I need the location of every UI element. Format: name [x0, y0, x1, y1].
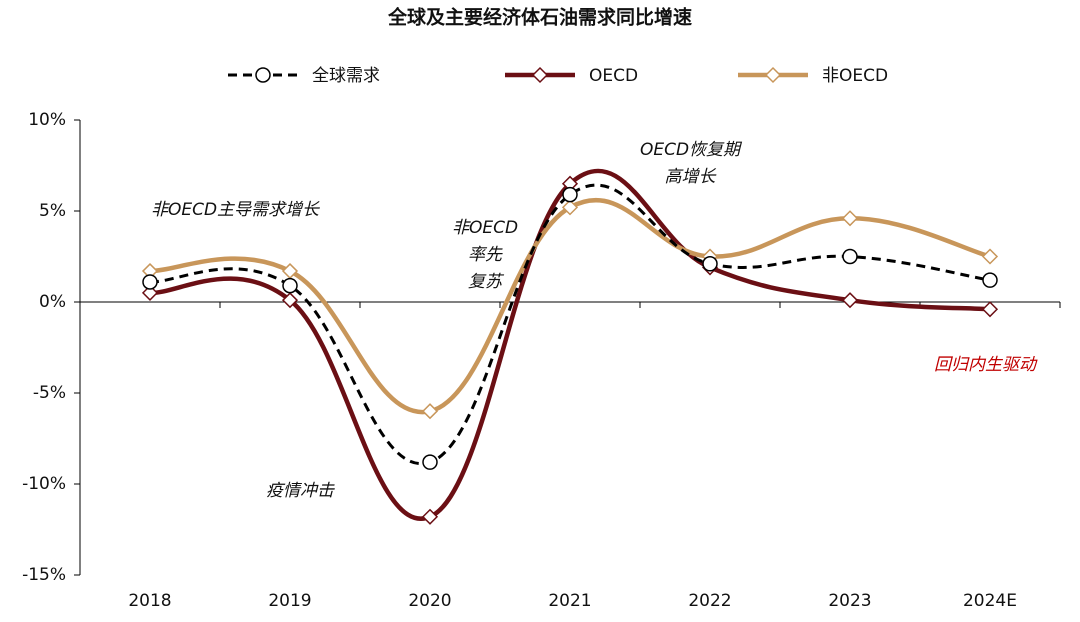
annotation: 疫情冲击: [266, 481, 335, 501]
y-tick-label: -10%: [22, 474, 66, 494]
x-tick-label: 2024E: [963, 591, 1017, 611]
chart-title: 全球及主要经济体石油需求同比增速: [387, 6, 692, 29]
y-tick-label: 0%: [39, 292, 66, 312]
legend-label: OECD: [589, 66, 638, 86]
marker: [422, 454, 438, 470]
marker: [562, 186, 578, 203]
series-line: [149, 183, 991, 466]
annotation: 非OECD主导需求增长: [151, 200, 320, 220]
legend-marker: [531, 66, 549, 84]
marker: [841, 292, 859, 309]
x-tick-label: 2020: [408, 591, 451, 611]
series-line: [149, 198, 991, 415]
x-tick-label: 2019: [268, 591, 311, 611]
marker: [981, 301, 999, 318]
marker: [702, 256, 718, 272]
annotation: 非OECD: [452, 218, 518, 238]
marker: [841, 210, 859, 227]
legend-marker: [255, 67, 271, 83]
marker: [281, 292, 299, 309]
annotation: OECD恢复期: [640, 140, 743, 160]
y-tick-label: -5%: [33, 383, 66, 403]
legend-label: 全球需求: [312, 66, 380, 86]
marker: [982, 272, 998, 288]
x-tick-label: 2023: [828, 591, 871, 611]
marker: [842, 248, 858, 265]
x-tick-label: 2022: [688, 591, 731, 611]
y-tick-label: -15%: [22, 565, 66, 585]
marker: [561, 199, 579, 216]
marker: [421, 508, 439, 525]
annotation: 高增长: [665, 167, 717, 187]
x-tick-label: 2021: [548, 591, 591, 611]
marker: [142, 274, 158, 290]
marker: [421, 403, 439, 420]
series-line: [149, 168, 991, 521]
y-tick-label: 5%: [39, 201, 66, 221]
annotation: 率先: [468, 245, 503, 265]
legend-label: 非OECD: [822, 66, 888, 86]
marker: [141, 284, 159, 301]
legend-marker: [764, 66, 782, 84]
annotation: 复苏: [468, 272, 505, 292]
y-tick-label: 10%: [28, 110, 66, 130]
marker: [981, 248, 999, 265]
x-tick-label: 2018: [128, 591, 171, 611]
marker: [282, 277, 298, 294]
annotation: 回归内生驱动: [934, 355, 1038, 375]
